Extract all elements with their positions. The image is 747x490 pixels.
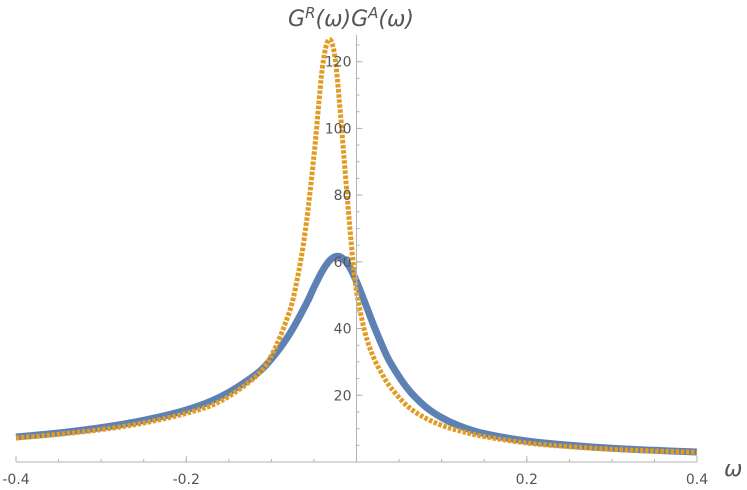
y-tick-label: 40 <box>334 322 352 338</box>
series-layer <box>15 36 698 456</box>
y-tick-label: 120 <box>325 55 352 71</box>
x-tick-label: 0.2 <box>516 472 538 488</box>
x-tick-label: 0.4 <box>686 472 708 488</box>
x-axis-title: ω <box>724 457 742 482</box>
y-tick-label: 80 <box>334 188 352 204</box>
y-tick-label: 20 <box>334 388 352 404</box>
y-axis-title: GR(ω)GA(ω) <box>288 4 414 32</box>
y-tick-label: 60 <box>334 255 352 271</box>
series-2-line <box>15 36 698 455</box>
x-tick-label: -0.4 <box>2 472 29 488</box>
y-tick-label: 100 <box>325 121 352 137</box>
x-tick-label: -0.2 <box>173 472 200 488</box>
axes-layer: -0.4 -0.2 0.2 0.4 20 40 60 80 100 120 <box>2 35 708 488</box>
series-1-line <box>15 252 698 456</box>
